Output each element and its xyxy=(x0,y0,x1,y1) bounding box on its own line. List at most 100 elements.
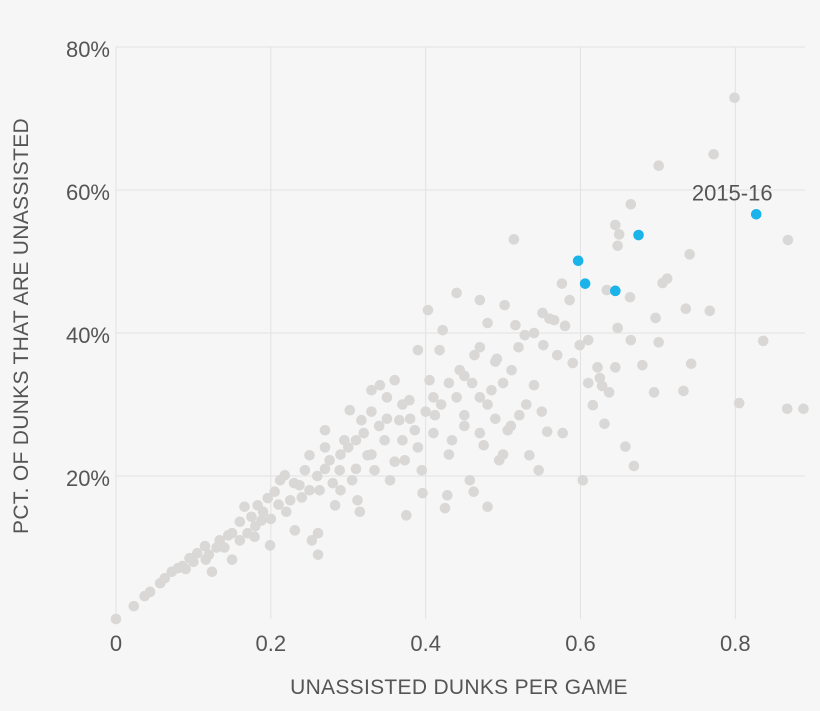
data-point xyxy=(329,500,341,511)
y-axis-ticks: 20% 40% 60% 80% xyxy=(66,37,110,491)
data-point xyxy=(269,486,281,498)
data-point xyxy=(781,403,793,415)
data-point xyxy=(288,477,300,489)
data-point xyxy=(273,499,284,510)
data-point xyxy=(206,566,218,578)
data-point xyxy=(524,449,535,461)
data-point xyxy=(334,464,346,476)
data-point xyxy=(144,586,156,598)
data-point xyxy=(257,506,269,518)
data-point xyxy=(478,439,490,451)
data-point xyxy=(319,424,331,436)
data-point xyxy=(442,490,453,501)
data-point xyxy=(416,464,428,476)
data-point xyxy=(704,305,716,317)
data-point xyxy=(250,520,261,532)
data-point xyxy=(685,358,697,370)
x-axis-ticks: 0 0.2 0.4 0.6 0.8 xyxy=(110,631,751,656)
data-point xyxy=(199,540,211,552)
data-point xyxy=(506,364,517,376)
data-point xyxy=(490,356,501,367)
data-point xyxy=(620,441,631,452)
data-point xyxy=(366,406,377,417)
data-point xyxy=(289,525,301,536)
data-point xyxy=(582,334,594,346)
data-point xyxy=(242,527,253,539)
data-point xyxy=(346,474,358,486)
y-axis-label: PCT. OF DUNKS THAT ARE UNASSISTED xyxy=(10,118,33,534)
data-point xyxy=(459,409,470,421)
data-point xyxy=(366,384,377,396)
data-point xyxy=(397,399,408,410)
highlight-data-point xyxy=(633,229,644,241)
data-point xyxy=(469,349,480,361)
data-point xyxy=(680,303,692,314)
data-point xyxy=(397,434,408,446)
data-point xyxy=(486,384,497,396)
data-point xyxy=(490,413,501,425)
data-point xyxy=(556,278,568,289)
data-point xyxy=(304,485,315,496)
x-tick-label: 0.2 xyxy=(256,631,287,656)
data-point xyxy=(219,542,230,553)
data-point xyxy=(422,304,434,316)
data-point xyxy=(327,477,339,489)
highlight-data-point xyxy=(572,255,584,267)
data-point xyxy=(373,420,385,432)
data-point xyxy=(246,511,257,523)
data-point xyxy=(358,427,370,439)
data-point xyxy=(519,329,531,341)
data-point xyxy=(594,372,606,384)
data-point xyxy=(350,434,362,446)
data-point xyxy=(312,527,324,539)
annotation-label: 2015-16 xyxy=(692,180,773,205)
data-point xyxy=(211,542,222,553)
data-point xyxy=(599,418,610,430)
data-point xyxy=(528,327,540,339)
data-point xyxy=(319,442,331,453)
data-point xyxy=(264,540,276,551)
data-point xyxy=(564,294,575,306)
data-point xyxy=(657,277,668,289)
data-point xyxy=(628,460,640,472)
data-point xyxy=(650,312,661,324)
x-tick-label: 0 xyxy=(110,631,122,656)
data-point xyxy=(384,474,396,486)
data-point xyxy=(428,427,439,439)
data-point xyxy=(541,426,553,437)
data-point xyxy=(610,362,621,373)
data-point xyxy=(474,392,486,403)
data-point xyxy=(464,474,476,486)
data-point xyxy=(324,454,335,466)
data-point xyxy=(439,502,451,514)
data-point xyxy=(188,556,199,568)
data-point xyxy=(451,392,462,403)
data-point xyxy=(412,442,424,453)
data-point xyxy=(624,291,636,303)
data-point xyxy=(582,377,594,389)
data-point xyxy=(499,299,510,311)
data-point xyxy=(335,449,346,460)
data-point xyxy=(279,469,291,481)
data-point xyxy=(234,535,246,546)
data-point xyxy=(226,527,238,539)
data-point xyxy=(497,377,509,389)
data-point xyxy=(239,501,250,513)
data-point xyxy=(684,249,695,260)
data-point xyxy=(610,219,621,231)
data-point xyxy=(417,487,428,499)
data-point xyxy=(528,379,540,391)
data-point xyxy=(757,335,769,347)
data-point xyxy=(226,554,238,565)
data-point xyxy=(312,549,324,560)
x-tick-label: 0.4 xyxy=(410,631,441,656)
data-point xyxy=(389,456,400,468)
data-point xyxy=(625,334,637,346)
data-point xyxy=(443,377,455,389)
data-point xyxy=(798,403,809,415)
data-point xyxy=(538,339,549,351)
data-point xyxy=(613,229,625,240)
data-point xyxy=(514,409,525,421)
data-point xyxy=(374,379,386,391)
data-point xyxy=(319,463,331,475)
